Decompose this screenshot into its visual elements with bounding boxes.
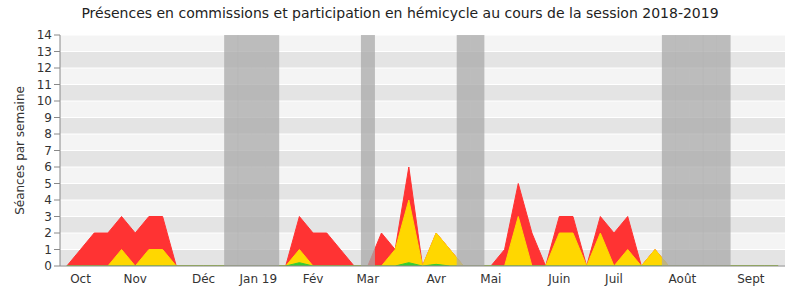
svg-text:Déc: Déc: [192, 272, 215, 286]
svg-text:Oct: Oct: [70, 272, 91, 286]
svg-text:13: 13: [37, 45, 52, 59]
svg-text:Mar: Mar: [356, 272, 379, 286]
svg-text:Mai: Mai: [480, 272, 501, 286]
svg-text:12: 12: [37, 61, 52, 75]
svg-text:9: 9: [44, 111, 52, 125]
svg-text:Juil: Juil: [604, 272, 623, 286]
svg-text:Nov: Nov: [124, 272, 147, 286]
svg-text:1: 1: [44, 243, 52, 257]
html-text:Présences en commissions et pa: Présences en commissions et participatio…: [81, 5, 719, 21]
svg-text:Sept: Sept: [737, 272, 765, 286]
svg-text:7: 7: [44, 144, 52, 158]
svg-text:3: 3: [44, 210, 52, 224]
svg-text:11: 11: [37, 78, 52, 92]
svg-text:14: 14: [37, 28, 52, 42]
svg-text:2: 2: [44, 226, 52, 240]
svg-text:4: 4: [44, 193, 52, 207]
svg-text:5: 5: [44, 177, 52, 191]
svg-text:Avr: Avr: [426, 272, 446, 286]
svg-text:Jan 19: Jan 19: [239, 272, 278, 286]
svg-text:10: 10: [37, 94, 52, 108]
svg-text:Juin: Juin: [547, 272, 570, 286]
svg-text:Séances par semaine: Séances par semaine: [13, 86, 27, 215]
svg-text:6: 6: [44, 160, 52, 174]
svg-text:0: 0: [44, 259, 52, 273]
svg-text:8: 8: [44, 127, 52, 141]
svg-text:Août: Août: [669, 272, 697, 286]
svg-text:Fév: Fév: [303, 272, 324, 286]
